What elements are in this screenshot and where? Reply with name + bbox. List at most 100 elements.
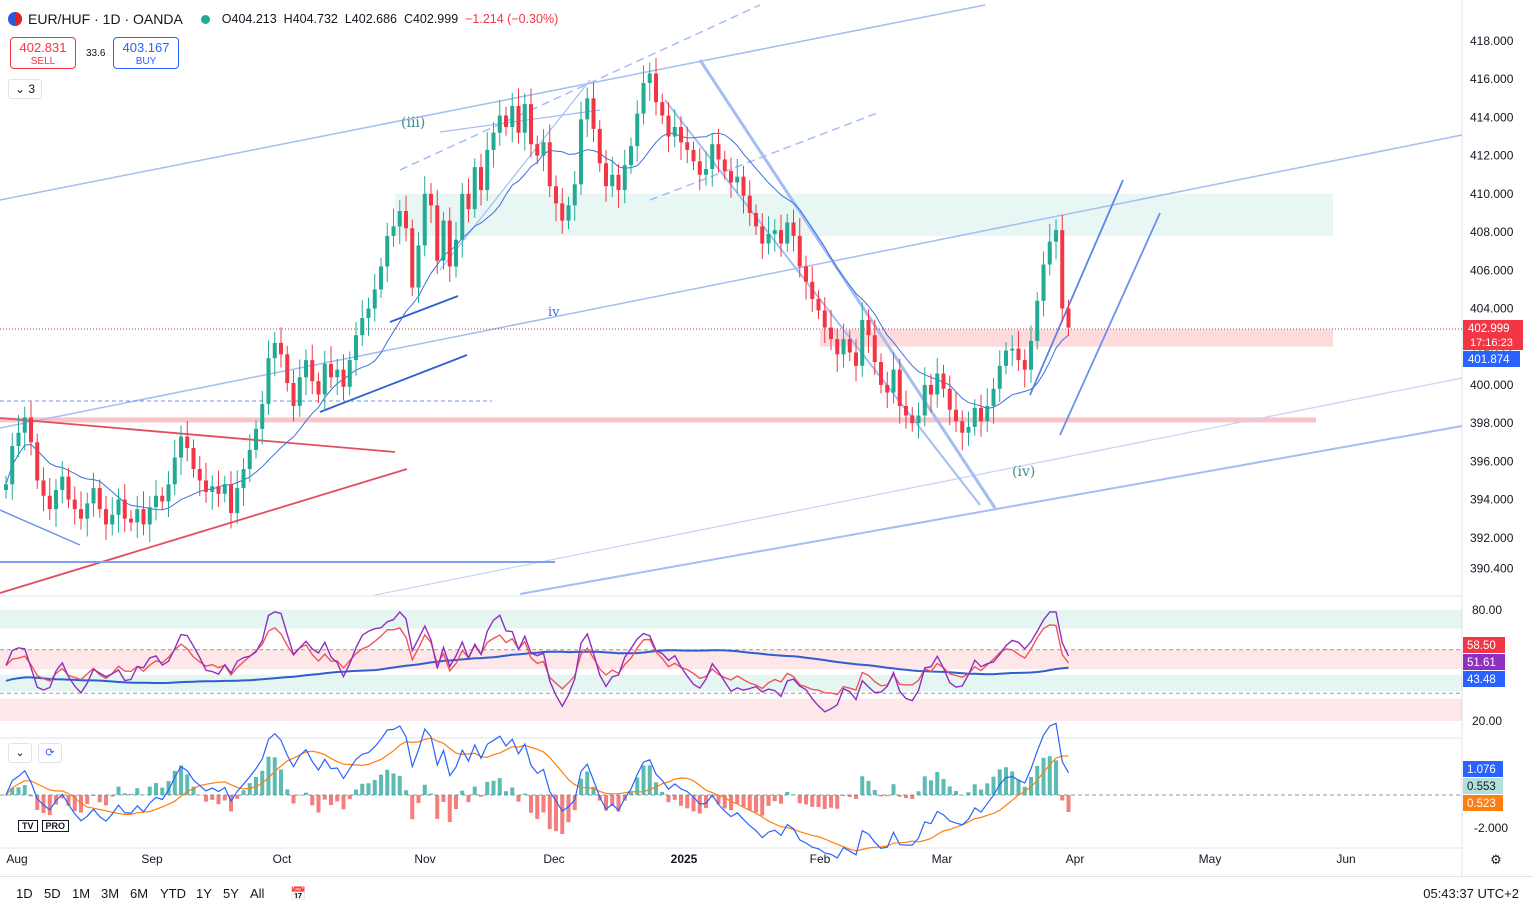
candle-body [185, 436, 190, 448]
rsi-value-label: 58.50 [1467, 640, 1496, 652]
candle-body [79, 509, 83, 519]
x-tick: May [1199, 852, 1222, 866]
macd-histogram-bar [160, 787, 165, 795]
candle-body [910, 415, 915, 424]
chevron-down-icon[interactable]: ⌄ [8, 743, 32, 763]
timeframe-6m[interactable]: 6M [130, 886, 149, 901]
candle-body [929, 384, 933, 395]
settings-icon: ⚙ [1490, 852, 1502, 867]
timeframe-5y[interactable]: 5Y [223, 886, 239, 901]
macd-histogram-bar [1029, 776, 1033, 795]
rsi-value-label: 43.48 [1467, 674, 1496, 686]
candle-body [954, 409, 958, 422]
macd-histogram-bar [522, 793, 527, 795]
trend-line [0, 134, 1463, 429]
macd-histogram-bar [829, 795, 833, 808]
macd-histogram-bar [129, 793, 133, 795]
macd-histogram-bar [804, 795, 808, 805]
countdown-label: 17:16:23 [1470, 337, 1513, 349]
resistance-zone [395, 193, 1333, 236]
candle-body [316, 381, 321, 395]
candle-body [579, 119, 583, 185]
macd-histogram-bar [366, 783, 371, 795]
tradingview-logo: TV PRO [14, 817, 70, 832]
macd-histogram-bar [960, 794, 965, 796]
macd-histogram-bar [816, 795, 821, 808]
macd-histogram-bar [754, 795, 758, 813]
timeframe-1d[interactable]: 1D [16, 886, 33, 901]
change-value: −1.214 (−0.30%) [465, 12, 559, 26]
macd-histogram-bar [60, 795, 65, 799]
rsi-value-badge [1463, 671, 1505, 687]
macd-histogram-bar [347, 795, 352, 800]
macd-histogram-bar [422, 784, 427, 795]
timeframe-ytd[interactable]: YTD [160, 886, 186, 901]
rsi-value-badge [1463, 654, 1505, 670]
buy-button[interactable]: 403.167 BUY [113, 37, 179, 69]
macd-histogram-bar [710, 795, 715, 798]
macd-histogram-bar [35, 795, 40, 810]
calendar-icon[interactable]: 📅 [290, 886, 307, 901]
candle-body [110, 514, 115, 525]
wave-label-iv: iv [548, 305, 560, 320]
macd-signal-line [5, 737, 1069, 852]
candle-body [22, 417, 27, 433]
macd-histogram-bar [379, 774, 383, 795]
candle-body [260, 404, 265, 429]
candle-body [241, 469, 246, 489]
candle-body [716, 144, 721, 160]
indicators-toggle[interactable]: ⌄ 3 [8, 79, 42, 99]
timeframe-all[interactable]: All [250, 886, 265, 901]
timeframe-5d[interactable]: 5D [44, 886, 61, 901]
macd-histogram-bar [872, 789, 877, 795]
candle-body [772, 230, 777, 234]
candle-body [972, 407, 977, 427]
macd-histogram-bar [547, 795, 552, 830]
price-tick: 390.400 [1470, 561, 1514, 575]
trend-line [0, 509, 81, 546]
macd-histogram-bar [791, 794, 796, 795]
last-price-badge [1463, 320, 1523, 350]
macd-histogram-bar [785, 792, 790, 795]
candle-body [135, 509, 140, 523]
macd-histogram-bar [504, 791, 508, 795]
candle-body [904, 405, 908, 416]
market-status-icon [200, 14, 210, 24]
macd-histogram-bar [691, 795, 696, 812]
candle-body [529, 104, 533, 145]
candle-body [679, 126, 683, 143]
sell-button[interactable]: 402.831 SELL [10, 37, 76, 69]
macd-histogram-bar [835, 795, 840, 809]
refresh-icon[interactable]: ⟳ [38, 743, 62, 763]
macd-histogram-bar [291, 795, 296, 804]
macd-histogram-bar [641, 765, 646, 795]
macd-histogram-bar [879, 795, 883, 797]
macd-histogram-bar [847, 795, 852, 797]
timeframe-3m[interactable]: 3M [101, 886, 120, 901]
macd-histogram-bar [154, 783, 158, 795]
macd-histogram-bar [172, 770, 177, 795]
timeframe-1y[interactable]: 1Y [196, 886, 212, 901]
candle-body [322, 363, 327, 395]
macd-histogram-bar [535, 795, 540, 820]
candle-body [547, 142, 552, 187]
candle-body [372, 289, 377, 309]
symbol-title[interactable]: EUR/HUF · 1D · OANDA [28, 11, 183, 27]
macd-histogram-bar [635, 777, 640, 795]
clock[interactable]: 05:43:37 UTC+2 [1423, 886, 1519, 901]
candle-body [379, 266, 383, 290]
macd-histogram-bar [210, 795, 215, 800]
candle-body [597, 128, 602, 164]
timeframe-1m[interactable]: 1M [72, 886, 91, 901]
macd-histogram-bar [385, 769, 390, 795]
candle-body [685, 142, 690, 150]
macd-histogram-bar [466, 795, 471, 803]
close-value: C402.999 [403, 12, 459, 26]
macd-histogram-bar [91, 795, 96, 796]
macd-histogram-bar [679, 795, 683, 806]
price-tick: 404.000 [1470, 302, 1514, 316]
macd-histogram-bar [66, 795, 71, 806]
candle-body [141, 509, 146, 525]
candle-body [1035, 300, 1040, 341]
